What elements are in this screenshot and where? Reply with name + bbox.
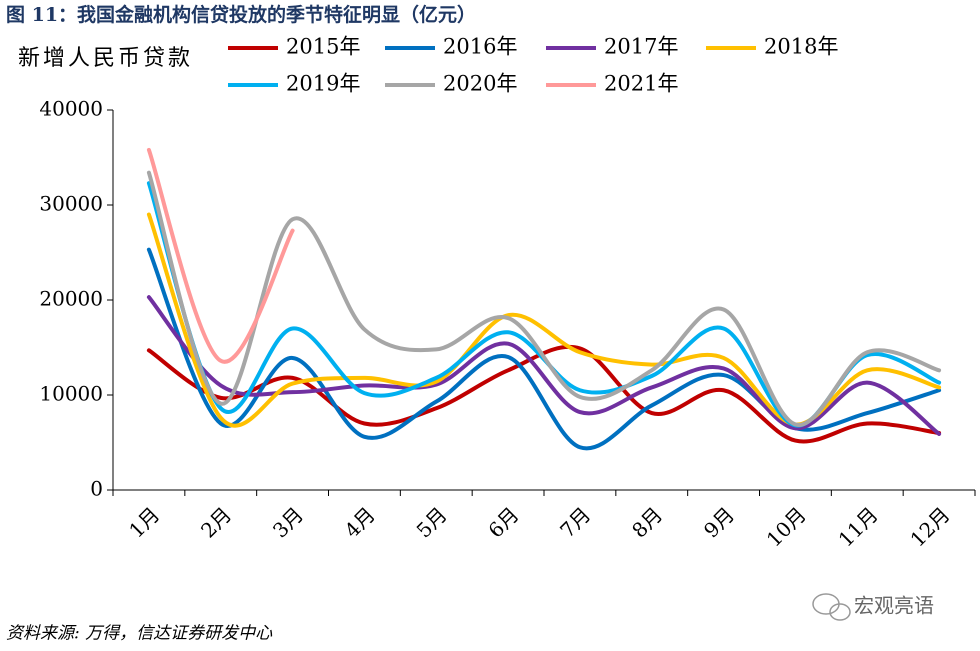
x-tick-label: 2月 bbox=[196, 502, 236, 542]
y-tick-label: 20000 bbox=[39, 287, 103, 311]
series-line bbox=[146, 345, 942, 444]
watermark: 宏观亮语 bbox=[854, 594, 934, 618]
series-line bbox=[146, 170, 942, 427]
legend-label: 2019年 bbox=[286, 72, 360, 96]
legend-label: 2018年 bbox=[764, 35, 838, 59]
watermark-icon bbox=[812, 593, 851, 621]
x-tick-label: 12月 bbox=[905, 502, 954, 551]
x-tick-label: 9月 bbox=[699, 502, 739, 542]
series-line bbox=[146, 181, 942, 428]
legend-label: 2016年 bbox=[443, 35, 517, 59]
y-tick-label: 10000 bbox=[39, 382, 103, 406]
chart-title: 图 11：我国金融机构信贷投放的季节特征明显（亿元） bbox=[6, 3, 476, 26]
x-tick-label: 8月 bbox=[627, 502, 667, 542]
x-tick-label: 10月 bbox=[762, 502, 811, 551]
legend-label: 2015年 bbox=[286, 35, 360, 59]
y-tick-label: 0 bbox=[90, 477, 103, 501]
x-tick-label: 4月 bbox=[340, 502, 380, 542]
legend-label: 2021年 bbox=[604, 72, 678, 96]
legend-label: 2020年 bbox=[443, 72, 517, 96]
x-tick-label: 3月 bbox=[268, 502, 308, 542]
x-tick-label: 11月 bbox=[834, 502, 883, 551]
source: 资料来源: 万得，信达证券研发中心 bbox=[6, 624, 273, 644]
series-line bbox=[146, 147, 295, 364]
y-tick-label: 40000 bbox=[39, 97, 103, 121]
y-tick-label: 30000 bbox=[39, 192, 103, 216]
x-tick-label: 1月 bbox=[124, 502, 164, 542]
y-axis-label: 新增人民币贷款 bbox=[18, 46, 194, 71]
x-tick-label: 7月 bbox=[555, 502, 595, 542]
legend-label: 2017年 bbox=[604, 35, 678, 59]
x-tick-label: 5月 bbox=[412, 502, 452, 542]
series-line bbox=[146, 295, 942, 436]
x-tick-label: 6月 bbox=[483, 502, 523, 542]
